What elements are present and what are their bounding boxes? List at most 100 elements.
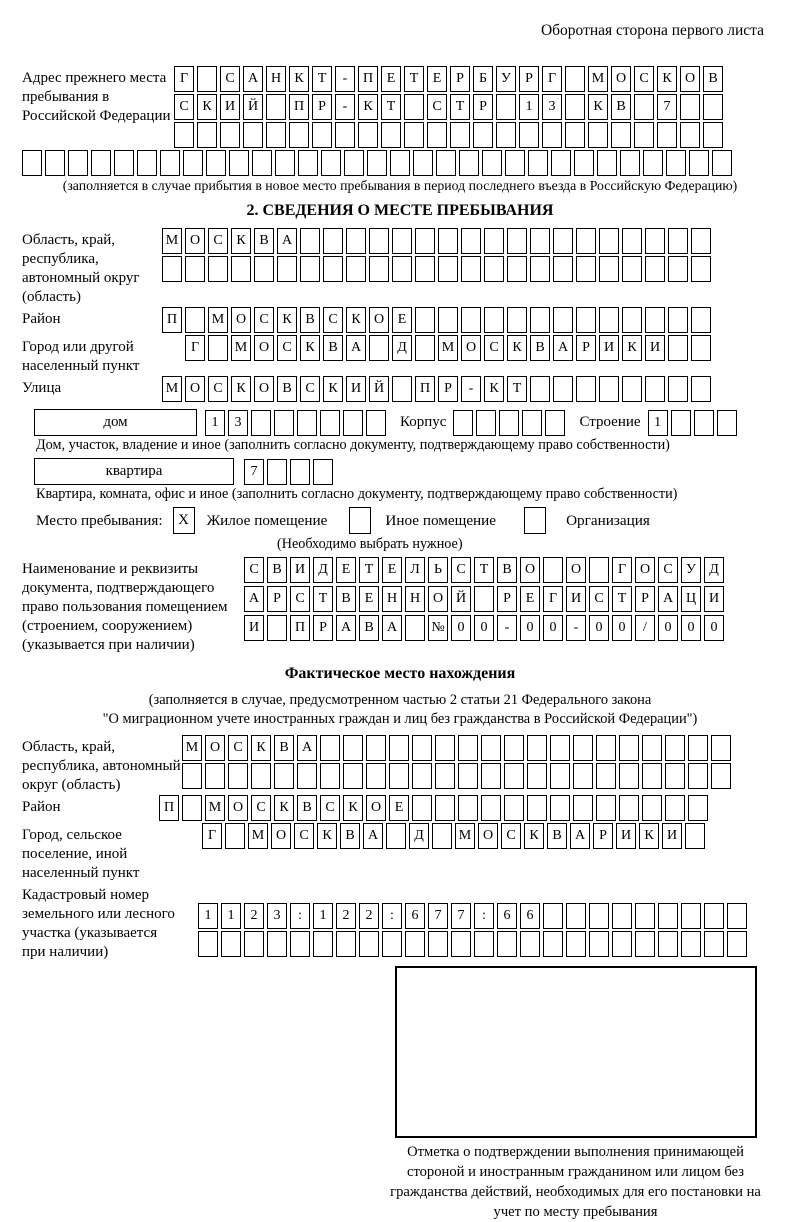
form-cell[interactable]: А [346, 335, 366, 361]
form-cell[interactable]: М [231, 335, 251, 361]
form-cell[interactable]: К [588, 94, 608, 120]
form-cell[interactable] [404, 94, 424, 120]
form-cell[interactable] [507, 228, 527, 254]
form-cell[interactable] [461, 256, 481, 282]
form-cell[interactable]: 0 [543, 615, 563, 641]
form-cell[interactable] [458, 763, 478, 789]
form-cell[interactable]: В [277, 376, 297, 402]
form-cell[interactable]: Р [593, 823, 613, 849]
form-cell[interactable]: О [254, 376, 274, 402]
form-cell[interactable] [389, 735, 409, 761]
form-cell[interactable] [313, 458, 333, 485]
form-cell[interactable] [432, 823, 452, 849]
form-cell[interactable] [504, 763, 524, 789]
form-cell[interactable] [566, 931, 586, 957]
form-cell[interactable] [367, 150, 387, 176]
form-cell[interactable]: И [220, 94, 240, 120]
form-cell[interactable] [576, 376, 596, 402]
form-cell[interactable]: Т [359, 557, 379, 583]
form-cell[interactable]: 0 [474, 615, 494, 641]
form-cell[interactable] [545, 409, 566, 436]
form-cell[interactable] [228, 763, 248, 789]
form-cell[interactable] [267, 931, 287, 957]
form-cell[interactable]: П [290, 615, 310, 641]
form-cell[interactable]: С [427, 94, 447, 120]
form-cell[interactable] [527, 795, 547, 821]
form-cell[interactable] [91, 150, 111, 176]
form-cell[interactable] [435, 795, 455, 821]
form-cell[interactable]: О [228, 795, 248, 821]
form-cell[interactable] [290, 931, 310, 957]
form-cell[interactable]: 1 [205, 409, 225, 436]
form-cell[interactable] [366, 735, 386, 761]
form-cell[interactable] [251, 409, 271, 436]
form-cell[interactable] [712, 150, 732, 176]
form-cell[interactable] [412, 763, 432, 789]
form-cell[interactable] [727, 931, 747, 957]
form-cell[interactable]: К [317, 823, 337, 849]
form-cell[interactable]: К [639, 823, 659, 849]
form-cell[interactable]: В [359, 615, 379, 641]
form-cell[interactable] [390, 150, 410, 176]
form-cell[interactable]: О [611, 66, 631, 92]
form-cell[interactable]: И [662, 823, 682, 849]
form-cell[interactable]: Т [381, 94, 401, 120]
form-cell[interactable] [266, 122, 286, 148]
form-cell[interactable] [691, 228, 711, 254]
form-cell[interactable] [244, 931, 264, 957]
form-cell[interactable] [392, 376, 412, 402]
form-cell[interactable]: Т [507, 376, 527, 402]
form-cell[interactable] [476, 409, 497, 436]
form-cell[interactable]: С [320, 795, 340, 821]
form-cell[interactable]: 2 [336, 903, 356, 929]
form-cell[interactable]: С [290, 586, 310, 612]
form-cell[interactable] [323, 256, 343, 282]
form-cell[interactable]: Т [474, 557, 494, 583]
form-cell[interactable] [550, 795, 570, 821]
form-cell[interactable]: 0 [589, 615, 609, 641]
form-cell[interactable] [635, 903, 655, 929]
form-cell[interactable]: 0 [612, 615, 632, 641]
form-cell[interactable]: А [297, 735, 317, 761]
form-cell[interactable] [622, 256, 642, 282]
form-cell[interactable]: С [589, 586, 609, 612]
form-cell[interactable]: 3 [228, 409, 248, 436]
form-cell[interactable]: Г [543, 586, 563, 612]
form-cell[interactable]: Е [336, 557, 356, 583]
form-cell[interactable] [267, 458, 287, 485]
form-cell[interactable]: - [497, 615, 517, 641]
form-cell[interactable]: А [277, 228, 297, 254]
form-cell[interactable] [704, 931, 724, 957]
form-cell[interactable]: О [271, 823, 291, 849]
form-cell[interactable]: Т [312, 66, 332, 92]
form-cell[interactable]: / [635, 615, 655, 641]
form-cell[interactable] [599, 256, 619, 282]
form-cell[interactable]: А [336, 615, 356, 641]
form-cell[interactable] [343, 735, 363, 761]
form-cell[interactable]: В [254, 228, 274, 254]
form-cell[interactable]: : [382, 903, 402, 929]
form-cell[interactable]: С [277, 335, 297, 361]
form-cell[interactable] [438, 256, 458, 282]
form-cell[interactable]: П [289, 94, 309, 120]
form-cell[interactable] [343, 409, 363, 436]
form-cell[interactable] [530, 307, 550, 333]
form-cell[interactable] [680, 122, 700, 148]
form-cell[interactable] [404, 122, 424, 148]
form-cell[interactable]: К [231, 228, 251, 254]
form-cell[interactable] [277, 256, 297, 282]
form-cell[interactable] [162, 256, 182, 282]
form-cell[interactable] [474, 586, 494, 612]
form-cell[interactable]: Е [381, 66, 401, 92]
form-cell[interactable] [313, 931, 333, 957]
form-cell[interactable] [665, 795, 685, 821]
form-cell[interactable]: А [658, 586, 678, 612]
form-cell[interactable] [484, 307, 504, 333]
form-cell[interactable] [703, 94, 723, 120]
form-cell[interactable]: К [274, 795, 294, 821]
form-cell[interactable]: К [657, 66, 677, 92]
form-cell[interactable] [688, 795, 708, 821]
form-cell[interactable] [435, 735, 455, 761]
form-cell[interactable] [481, 763, 501, 789]
form-cell[interactable] [620, 150, 640, 176]
